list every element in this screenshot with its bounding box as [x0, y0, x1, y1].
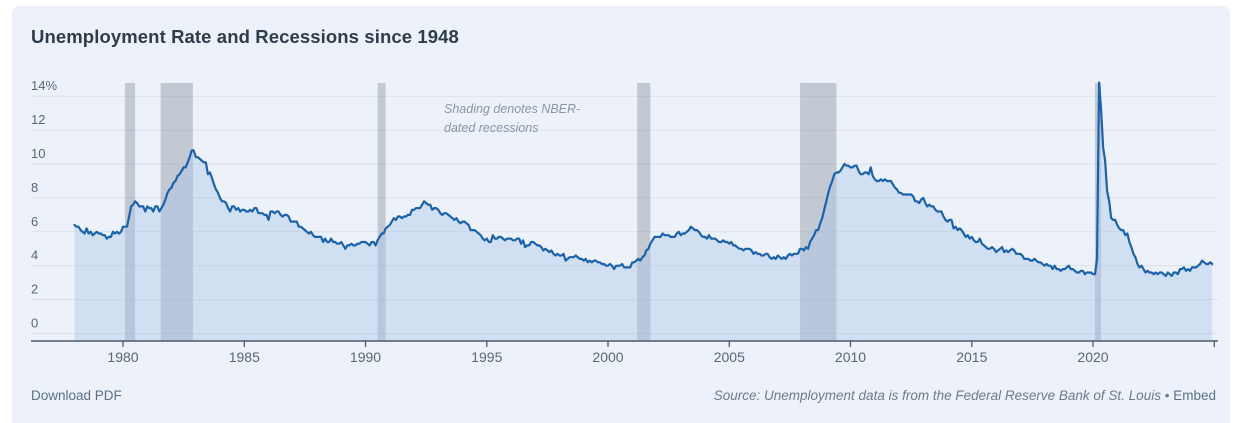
recession-band	[160, 83, 193, 341]
y-axis-label: 12	[31, 112, 45, 127]
unemployment-area-fill	[74, 82, 1213, 341]
separator-dot: •	[1164, 388, 1170, 403]
x-axis-label: 1995	[471, 349, 502, 365]
recession-band	[637, 83, 651, 341]
recession-shading-note: Shading denotes NBER- dated recessions	[444, 100, 580, 138]
y-axis-label: 6	[31, 214, 38, 229]
recession-band	[377, 83, 386, 341]
x-axis-label: 2020	[1077, 349, 1108, 365]
chart-card	[12, 6, 1230, 423]
x-axis-label: 2000	[592, 349, 623, 365]
y-axis-label: 2	[31, 282, 38, 297]
recession-shading-note-line2: dated recessions	[444, 120, 539, 135]
y-axis-label: 14%	[31, 78, 57, 93]
x-axis-label: 2005	[714, 349, 745, 365]
x-axis-label: 2015	[956, 349, 987, 365]
y-axis-label: 8	[31, 180, 38, 195]
x-axis-label: 1985	[229, 349, 260, 365]
recession-shading-note-line1: Shading denotes NBER-	[444, 102, 581, 116]
y-axis-label: 4	[31, 248, 38, 263]
y-axis-label: 10	[31, 146, 45, 161]
embed-link[interactable]: Embed	[1173, 388, 1216, 403]
recession-band	[800, 83, 837, 341]
y-axis-label: 0	[31, 316, 38, 331]
x-axis-label: 2010	[835, 349, 866, 365]
x-axis-label: 1990	[350, 349, 381, 365]
source-line: Source: Unemployment data is from the Fe…	[714, 388, 1216, 403]
unemployment-line	[73, 81, 1214, 277]
download-pdf-link[interactable]: Download PDF	[31, 388, 122, 403]
page-title: Unemployment Rate and Recessions since 1…	[31, 26, 459, 47]
source-text: Source: Unemployment data is from the Fe…	[713, 388, 1161, 403]
x-axis-label: 1980	[107, 349, 138, 365]
